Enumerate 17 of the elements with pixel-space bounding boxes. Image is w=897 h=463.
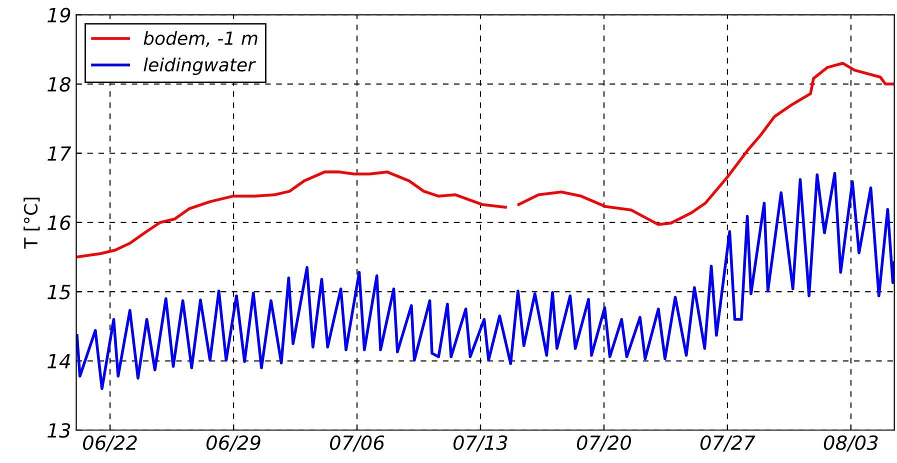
x-tick-label: 07/06 [330, 435, 384, 452]
x-tick-label: 08/03 [824, 435, 878, 452]
x-tick-label: 06/22 [83, 435, 137, 452]
y-tick-label: 18 [48, 76, 71, 92]
legend-label: leidingwater [144, 58, 256, 76]
y-axis-title: T [°C] [24, 198, 40, 249]
x-tick-label: 06/29 [206, 435, 260, 452]
y-tick-label: 19 [48, 8, 70, 22]
x-tick-label: 07/13 [453, 435, 508, 452]
y-tick-label: 15 [48, 284, 70, 300]
x-tick-label: 07/20 [576, 435, 632, 452]
y-tick-label: 16 [48, 215, 71, 230]
x-tick-label: 07/27 [700, 435, 756, 452]
y-tick-label: 13 [48, 423, 70, 438]
y-tick-label: 17 [48, 146, 72, 161]
y-tick-label: 14 [48, 354, 70, 368]
legend-label: bodem, -1 m [144, 31, 258, 47]
